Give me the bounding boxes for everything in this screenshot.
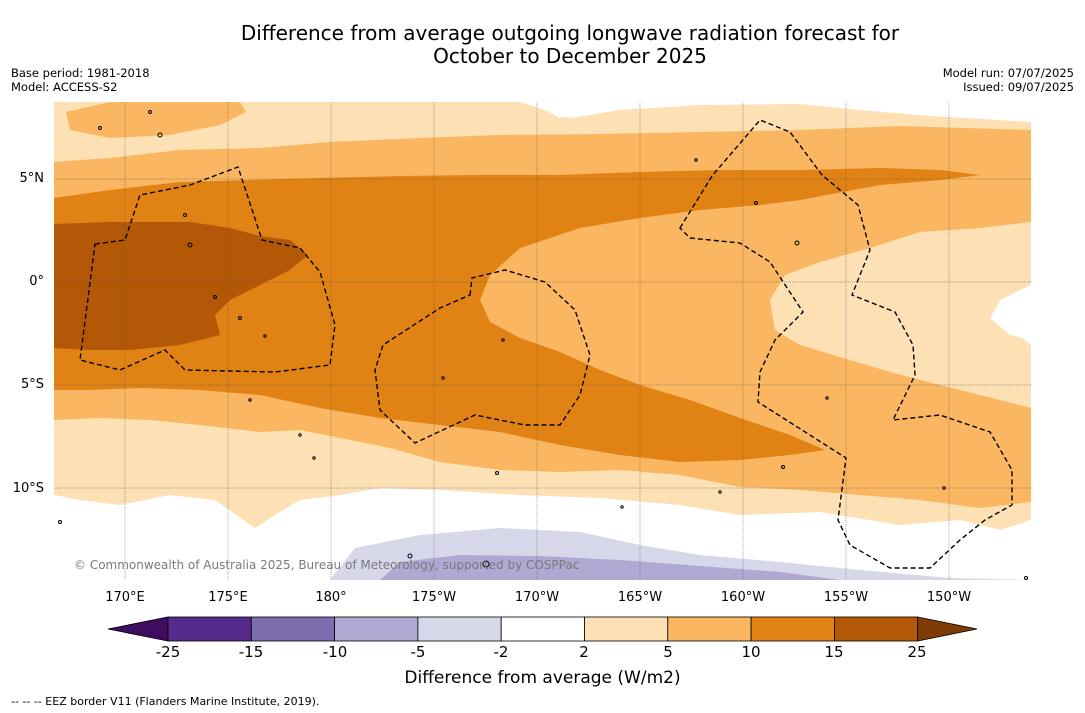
- lat-label-5n: 5°N: [19, 171, 45, 186]
- copyright-notice: © Commonwealth of Australia 2025, Bureau…: [74, 558, 580, 572]
- lat-label-10s: 10°S: [12, 481, 44, 496]
- colorbar-tick: 15: [824, 643, 844, 661]
- colorbar-swatch: [250, 616, 336, 642]
- model-name: Model: ACCESS-S2: [11, 80, 118, 94]
- colorbar-tick: -5: [410, 643, 426, 661]
- issued-date: Issued: 09/07/2025: [963, 80, 1074, 94]
- colorbar-swatch: [167, 616, 252, 642]
- base-period: Base period: 1981-2018: [11, 66, 150, 80]
- lat-label-0: 0°: [29, 274, 44, 289]
- colorbar-tick: 25: [907, 643, 927, 661]
- colorbar-arrow-right: [917, 616, 978, 642]
- lon-label: 180°: [315, 590, 347, 605]
- colorbar-arrow-left: [107, 616, 169, 642]
- lon-label: 165°W: [617, 590, 663, 605]
- model-run: Model run: 07/07/2025: [942, 66, 1074, 80]
- colorbar-tick: -2: [493, 643, 509, 661]
- eez-legend-note: -- -- -- EEZ border V11 (Flanders Marine…: [11, 695, 320, 708]
- lon-label: 175°W: [411, 590, 457, 605]
- eez-borders: [79, 119, 1013, 569]
- title-line-1: Difference from average outgoing longwav…: [240, 21, 900, 45]
- colorbar-tick: -15: [238, 643, 264, 661]
- colorbar: [107, 616, 978, 642]
- eez-border-line-islands-north: [679, 119, 1013, 569]
- band-plus-5-nw: [66, 102, 246, 138]
- eez-border-tokelau: [374, 269, 591, 444]
- grid-lines: [54, 102, 1031, 580]
- colorbar-tick: 10: [741, 643, 761, 661]
- colorbar-label: Difference from average (W/m2): [404, 668, 681, 688]
- eez-border-tuvalu: [79, 166, 336, 373]
- lon-label: 170°E: [105, 590, 145, 605]
- colorbar-tick: -25: [155, 643, 181, 661]
- colorbar-swatch: [834, 616, 919, 642]
- lon-label: 150°W: [926, 590, 972, 605]
- colorbar-swatch: [584, 616, 669, 642]
- colorbar-swatch: [417, 616, 502, 642]
- band-neutral-east: [990, 285, 1031, 340]
- island-outlines: [58, 110, 1028, 580]
- band-plus-15: [54, 222, 308, 350]
- title-line-2: October to December 2025: [433, 44, 707, 68]
- lat-label-5s: 5°S: [20, 377, 44, 392]
- colorbar-swatch: [334, 616, 419, 642]
- lon-label: 170°W: [514, 590, 560, 605]
- colorbar-swatch: [750, 616, 835, 642]
- anomaly-field: [54, 102, 1031, 580]
- meta-left: Base period: 1981-2018 Model: ACCESS-S2: [11, 66, 150, 94]
- band-plus-2-north-gap-2: [380, 102, 1031, 122]
- meta-right: Model run: 07/07/2025 Issued: 09/07/2025: [943, 66, 1074, 94]
- colorbar-swatch: [667, 616, 752, 642]
- lon-label: 155°W: [823, 590, 869, 605]
- map-title: Difference from average outgoing longwav…: [0, 22, 1085, 68]
- lon-label: 175°E: [208, 590, 248, 605]
- colorbar-tick: 2: [579, 643, 589, 661]
- colorbar-tick: -10: [322, 643, 348, 661]
- colorbar-tick: 5: [663, 643, 673, 661]
- band-minus-10: [380, 555, 840, 580]
- colorbar-swatch: [500, 616, 585, 642]
- lon-label: 160°W: [720, 590, 766, 605]
